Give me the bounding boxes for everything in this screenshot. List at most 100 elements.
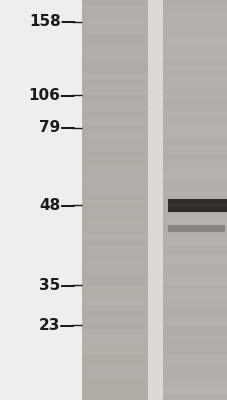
Bar — [82, 285, 147, 290]
Bar — [162, 105, 227, 110]
Bar — [162, 340, 227, 345]
Bar — [162, 275, 227, 280]
Bar — [82, 350, 147, 355]
Bar — [162, 0, 227, 400]
Bar — [162, 300, 227, 305]
Bar — [82, 385, 147, 390]
Bar — [82, 240, 147, 245]
Bar — [82, 310, 147, 315]
Bar — [82, 85, 147, 90]
Bar — [162, 245, 227, 250]
Bar — [162, 95, 227, 100]
Bar — [162, 170, 227, 175]
Bar — [82, 160, 147, 165]
Bar — [82, 375, 147, 380]
Bar — [82, 110, 147, 115]
Text: 23—: 23— — [39, 318, 76, 332]
Bar — [82, 70, 147, 75]
Bar — [162, 270, 227, 275]
Bar — [82, 235, 147, 240]
Bar — [82, 120, 147, 125]
Bar — [162, 25, 227, 30]
Bar — [82, 345, 147, 350]
Bar — [162, 330, 227, 335]
Bar — [162, 80, 227, 85]
Bar — [162, 0, 227, 5]
Bar — [162, 40, 227, 45]
Bar — [82, 175, 147, 180]
Bar — [162, 160, 227, 165]
Bar — [167, 203, 227, 207]
Bar — [82, 55, 147, 60]
Text: 48—: 48— — [39, 198, 76, 212]
Bar — [82, 395, 147, 400]
Bar — [82, 130, 147, 135]
Bar — [162, 15, 227, 20]
Bar — [162, 230, 227, 235]
Bar — [162, 315, 227, 320]
Bar — [162, 150, 227, 155]
Bar — [162, 320, 227, 325]
Bar — [162, 190, 227, 195]
Bar — [82, 380, 147, 385]
Bar — [82, 195, 147, 200]
Bar — [82, 370, 147, 375]
Bar — [162, 90, 227, 95]
Bar — [82, 225, 147, 230]
Bar — [162, 355, 227, 360]
Bar — [82, 90, 147, 95]
Bar — [162, 385, 227, 390]
Bar — [162, 195, 227, 200]
Bar — [82, 300, 147, 305]
Bar — [82, 245, 147, 250]
Bar — [162, 185, 227, 190]
Bar — [82, 10, 147, 15]
Bar — [82, 210, 147, 215]
Bar — [82, 125, 147, 130]
Bar — [82, 20, 147, 25]
Bar — [162, 225, 227, 230]
Bar — [82, 325, 147, 330]
Bar — [82, 200, 147, 205]
Bar — [162, 345, 227, 350]
Bar — [162, 85, 227, 90]
Bar — [162, 135, 227, 140]
Bar — [162, 20, 227, 25]
Bar — [162, 45, 227, 50]
Bar — [82, 230, 147, 235]
Bar — [82, 65, 147, 70]
Bar — [162, 120, 227, 125]
Bar — [82, 115, 147, 120]
Bar — [82, 45, 147, 50]
Bar — [162, 175, 227, 180]
Bar — [82, 0, 147, 400]
Bar — [162, 365, 227, 370]
Bar — [82, 15, 147, 20]
Bar — [162, 295, 227, 300]
Bar — [162, 35, 227, 40]
Bar — [82, 95, 147, 100]
Bar — [82, 60, 147, 65]
Bar — [82, 320, 147, 325]
Bar — [82, 335, 147, 340]
Bar — [162, 165, 227, 170]
Text: 106—: 106— — [29, 88, 76, 102]
Bar — [162, 30, 227, 35]
Bar — [82, 5, 147, 10]
Bar — [162, 390, 227, 395]
Bar — [147, 0, 162, 400]
Bar — [162, 140, 227, 145]
Bar — [162, 130, 227, 135]
Bar — [82, 135, 147, 140]
Bar — [162, 220, 227, 225]
Bar — [162, 235, 227, 240]
Bar — [162, 155, 227, 160]
Bar — [82, 35, 147, 40]
Bar — [162, 215, 227, 220]
Text: 35—: 35— — [39, 278, 76, 292]
Bar — [82, 315, 147, 320]
Bar — [162, 145, 227, 150]
Bar — [167, 199, 227, 212]
Bar — [162, 305, 227, 310]
Bar — [82, 105, 147, 110]
